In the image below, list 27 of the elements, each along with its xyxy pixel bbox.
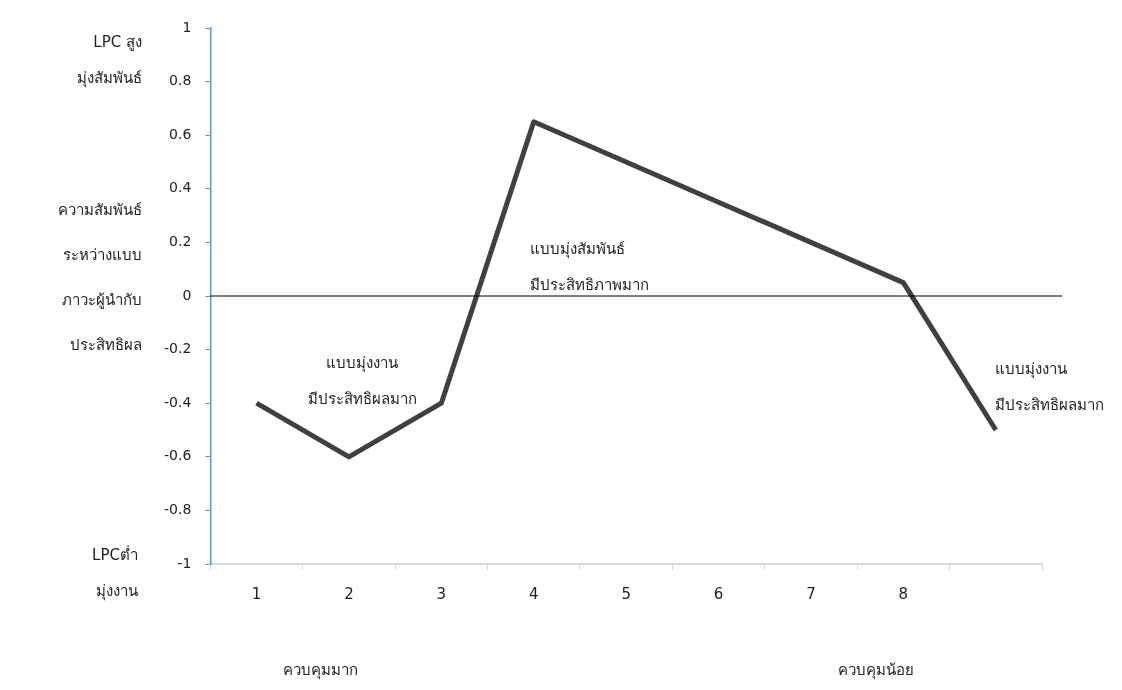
x-tick-label: 7 bbox=[806, 584, 816, 603]
text: ควบคุมน้อย bbox=[838, 661, 914, 681]
y-tick-label: 0.8 bbox=[169, 72, 192, 89]
y-tick-label: -0.6 bbox=[163, 447, 192, 464]
text: ความสัมพันธ์ ระหว่างแบบ ภาวะผู้นำกับ ประสิทธิผล bbox=[58, 201, 142, 355]
x-tick-label: 2 bbox=[344, 584, 354, 603]
y-tick-label: -1 bbox=[177, 554, 192, 571]
text: แบบมุ่งงาน มีประสิทธิผลมาก bbox=[307, 354, 417, 409]
y-tick-label: 0 bbox=[182, 286, 192, 303]
y-tick-label: 0.6 bbox=[169, 125, 192, 142]
text: LPCต่ำ มุ่งงาน bbox=[92, 546, 138, 601]
text: ควบคุมมาก bbox=[282, 661, 358, 681]
x-tick-label: 5 bbox=[621, 584, 631, 603]
y-tick-label: -0.8 bbox=[163, 501, 192, 518]
x-tick-label: 4 bbox=[528, 584, 539, 603]
x-tick-label: 6 bbox=[713, 584, 724, 603]
y-tick-label: -0.4 bbox=[163, 393, 192, 410]
x-tick-label: 1 bbox=[251, 584, 262, 603]
text: แบบมุ่งสัมพันธ์ มีประสิทธิภาพมาก bbox=[530, 240, 649, 295]
y-tick-label: -0.2 bbox=[163, 340, 192, 357]
x-tick-label: 8 bbox=[898, 584, 909, 603]
text: แบบมุ่งงาน มีประสิทธิผลมาก bbox=[995, 360, 1104, 415]
text: LPC สูง มุ่งสัมพันธ์ bbox=[77, 33, 142, 88]
x-tick-label: 3 bbox=[436, 584, 447, 603]
y-tick-label: 1 bbox=[182, 18, 192, 35]
y-tick-label: 0.2 bbox=[169, 233, 192, 250]
y-tick-label: 0.4 bbox=[169, 179, 192, 196]
